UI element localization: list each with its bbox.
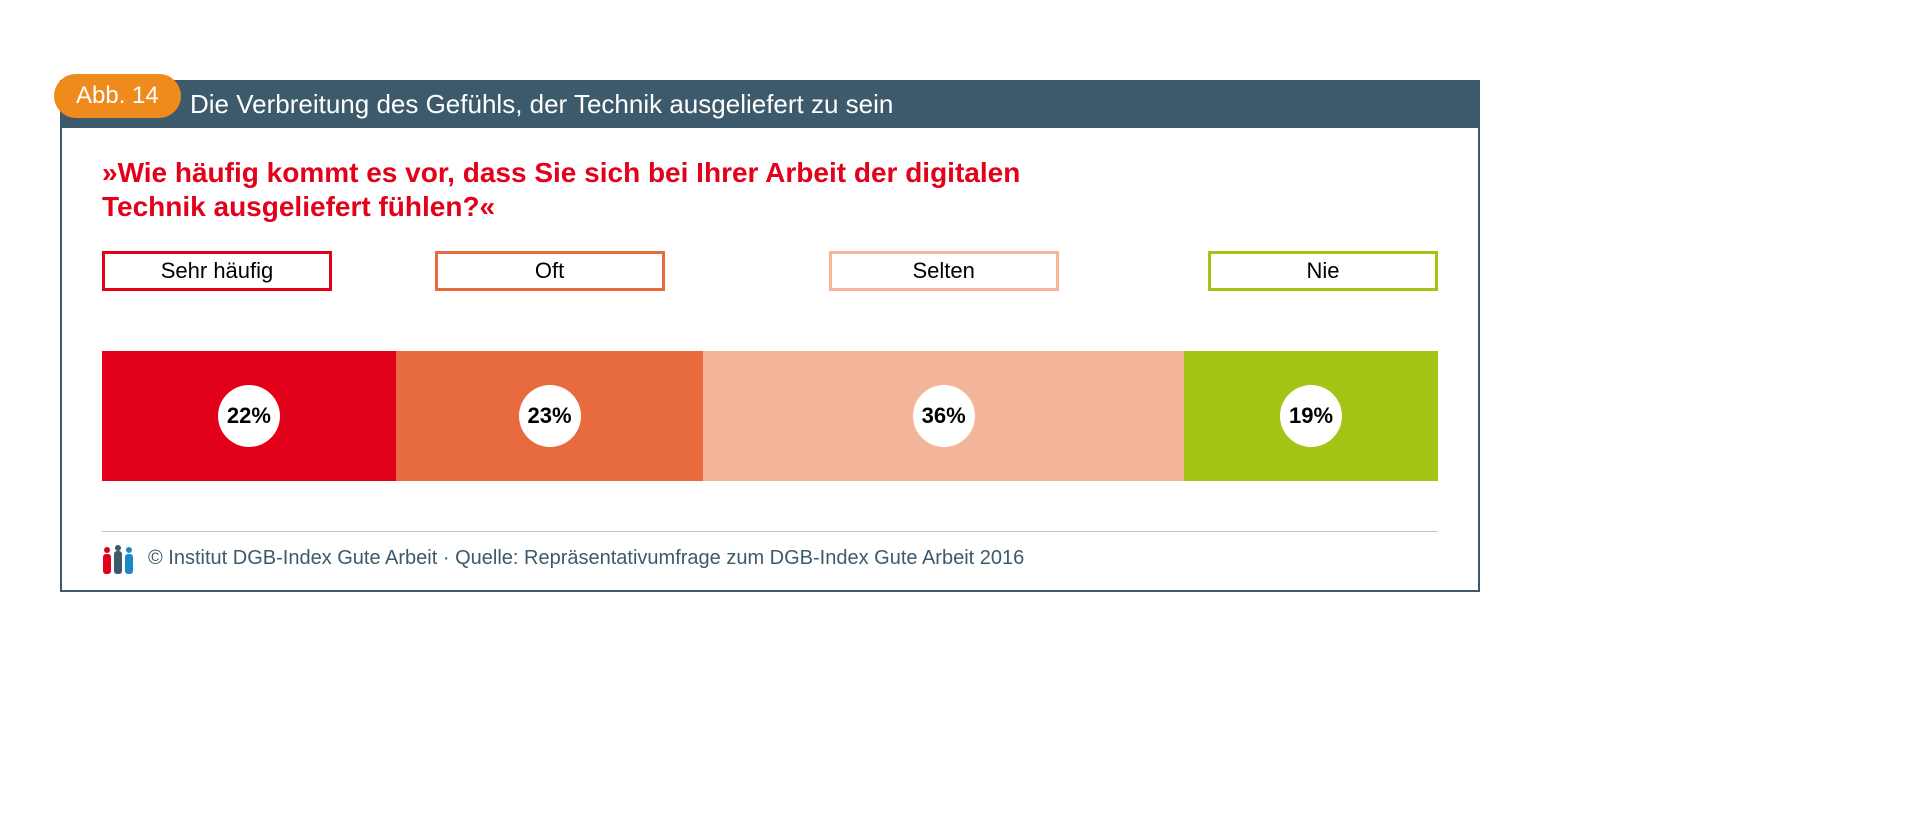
legend-chip-0: Sehr häufig xyxy=(102,251,332,291)
legend-cell: Nie xyxy=(1184,251,1438,291)
survey-question: »Wie häufig kommt es vor, dass Sie sich … xyxy=(102,156,1102,223)
value-bubble-2: 36% xyxy=(913,385,975,447)
figure-container: Abb. 14 Die Verbreitung des Gefühls, der… xyxy=(60,80,1480,592)
legend-cell: Sehr häufig xyxy=(102,251,396,291)
bar-segment-3: 19% xyxy=(1184,351,1438,481)
figure-body: »Wie häufig kommt es vor, dass Sie sich … xyxy=(60,128,1480,592)
footer-row: © Institut DGB-Index Gute Arbeit · Quell… xyxy=(102,531,1438,574)
people-icon xyxy=(102,542,134,574)
legend-cell: Oft xyxy=(396,251,703,291)
figure-number-label: Abb. 14 xyxy=(76,82,159,110)
footer-text: © Institut DGB-Index Gute Arbeit · Quell… xyxy=(148,547,1024,570)
figure-title: Die Verbreitung des Gefühls, der Technik… xyxy=(190,89,893,120)
legend-chip-1: Oft xyxy=(435,251,665,291)
bar-segment-2: 36% xyxy=(703,351,1184,481)
legend-chip-3: Nie xyxy=(1208,251,1438,291)
value-bubble-3: 19% xyxy=(1280,385,1342,447)
value-bubble-0: 22% xyxy=(218,385,280,447)
legend-chip-2: Selten xyxy=(829,251,1059,291)
stacked-bar: 22% 23% 36% 19% xyxy=(102,351,1438,481)
bar-segment-1: 23% xyxy=(396,351,703,481)
value-bubble-1: 23% xyxy=(519,385,581,447)
legend-row: Sehr häufig Oft Selten Nie xyxy=(102,251,1438,291)
bar-segment-0: 22% xyxy=(102,351,396,481)
header-bar: Abb. 14 Die Verbreitung des Gefühls, der… xyxy=(60,80,1480,128)
figure-number-pill: Abb. 14 xyxy=(54,74,181,118)
legend-cell: Selten xyxy=(703,251,1184,291)
